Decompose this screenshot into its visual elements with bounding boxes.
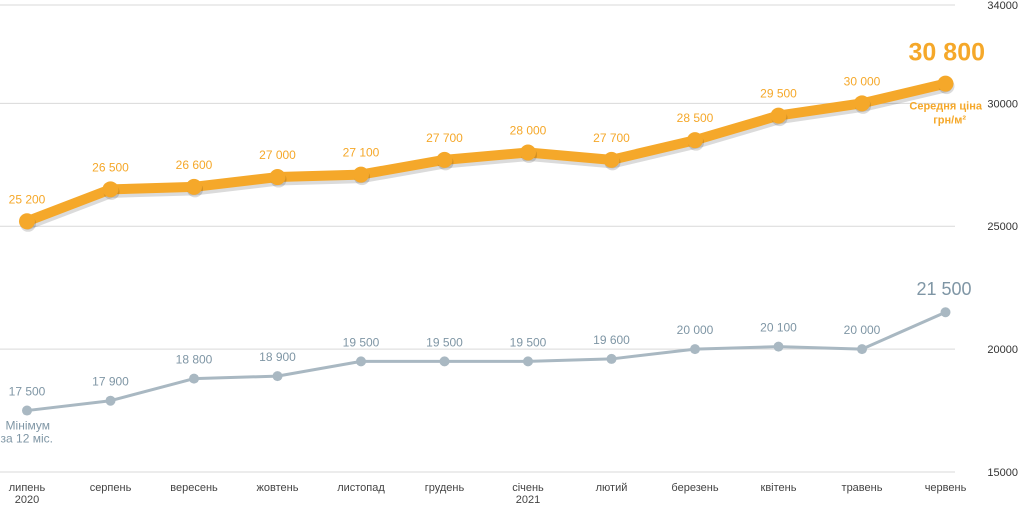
avg-point-2: [186, 178, 202, 195]
avg-data-label-5: 27 700: [426, 131, 463, 145]
avg-point-11: [937, 75, 954, 92]
min-point-7: [606, 353, 617, 364]
min-data-label-3: 18 900: [259, 350, 296, 364]
min-data-label-6: 19 500: [510, 335, 547, 349]
min-point-6: [523, 356, 533, 367]
min-point-8: [690, 344, 700, 355]
x-tick-label-6: січень: [512, 482, 544, 494]
y-tick-label-15000: 15000: [987, 467, 1018, 479]
series-lines: [19, 75, 955, 416]
x-tick-label-2: вересень: [170, 482, 218, 494]
x-tick-label-4: листопад: [337, 482, 385, 494]
y-tick-label-30000: 30000: [987, 98, 1018, 110]
avg-point-6: [520, 144, 536, 161]
avg-point-4: [353, 166, 369, 183]
min-annotation-line1: Мінімум: [6, 419, 50, 433]
min-data-label-9: 20 100: [760, 321, 797, 335]
avg-data-label-2: 26 600: [176, 158, 213, 172]
min-data-label-10: 20 000: [844, 323, 881, 337]
min-point-5: [439, 356, 450, 367]
series-avg-line: [22, 78, 951, 227]
x-tick-label-11: червень: [925, 482, 967, 494]
min-data-label-2: 18 800: [176, 353, 213, 367]
min-data-label-5: 19 500: [426, 335, 463, 349]
avg-point-9: [770, 107, 787, 124]
x-tick-label-3: жовтень: [257, 482, 299, 494]
avg-data-label-0: 25 200: [9, 192, 46, 206]
min-data-label-8: 20 000: [677, 323, 714, 337]
avg-point-8: [687, 132, 703, 149]
x-year-label-1: 2021: [516, 494, 540, 506]
min-data-label-1: 17 900: [92, 375, 129, 389]
avg-point-5: [436, 151, 453, 168]
avg-data-label-7: 27 700: [593, 131, 630, 145]
x-tick-label-0: липень: [9, 482, 46, 494]
min-point-1: [105, 395, 116, 406]
gridlines: [0, 4, 955, 473]
avg-data-label-1: 26 500: [92, 160, 129, 174]
x-tick-label-1: серпень: [90, 482, 132, 494]
min-point-10: [857, 344, 867, 355]
y-tick-label-34000: 34000: [987, 0, 1018, 12]
avg-data-label-3: 27 000: [259, 148, 296, 162]
y-tick-label-25000: 25000: [987, 221, 1018, 233]
min-point-2: [189, 373, 199, 384]
avg-point-10: [854, 95, 870, 112]
x-axis-labels: липень серпень вересень жовтень листопад груд…: [9, 482, 967, 506]
min-point-0: [22, 405, 32, 416]
avg-data-label-10: 30 000: [844, 74, 881, 88]
min-point-4: [356, 356, 366, 367]
min-point-9: [773, 341, 784, 352]
avg-data-label-9: 29 500: [760, 87, 797, 101]
y-tick-label-20000: 20000: [987, 344, 1018, 356]
x-tick-label-5: грудень: [425, 482, 465, 494]
series-min-line: [25, 310, 947, 413]
min-annotation-line2: за 12 міс.: [1, 432, 53, 446]
avg-point-3: [269, 169, 286, 186]
avg-annotation-line2: грн/м²: [933, 115, 966, 127]
avg-point-1: [102, 181, 119, 198]
min-data-label-7: 19 600: [593, 333, 630, 347]
avg-annotation-line1: Середня ціна: [909, 101, 982, 113]
y-axis-ticks: 15000 20000 25000 30000 34000: [987, 0, 1018, 479]
avg-point-7: [603, 151, 620, 168]
min-point-11: [940, 307, 951, 318]
avg-point-0: [19, 213, 35, 230]
x-tick-label-7: лютий: [596, 482, 628, 494]
min-data-label-0: 17 500: [9, 385, 46, 399]
avg-data-label-4: 27 100: [343, 146, 380, 160]
x-tick-label-10: травень: [842, 482, 883, 494]
avg-data-label-8: 28 500: [677, 111, 714, 125]
x-tick-label-8: березень: [671, 482, 718, 494]
min-data-label-4: 19 500: [343, 335, 380, 349]
avg-data-label-11: 30 800: [909, 39, 985, 67]
min-point-3: [272, 371, 283, 382]
data-labels: 25 200 26 500 26 600 27 000 27 100 27 700 28 0…: [9, 39, 985, 399]
min-data-label-11: 21 500: [916, 279, 971, 299]
x-year-label-0: 2020: [15, 494, 39, 506]
avg-data-label-6: 28 000: [510, 123, 547, 137]
x-tick-label-9: квітень: [761, 482, 797, 494]
